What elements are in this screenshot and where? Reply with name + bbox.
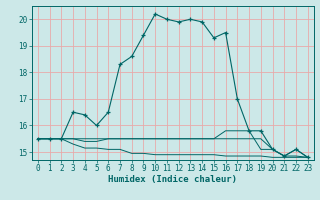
X-axis label: Humidex (Indice chaleur): Humidex (Indice chaleur) (108, 175, 237, 184)
